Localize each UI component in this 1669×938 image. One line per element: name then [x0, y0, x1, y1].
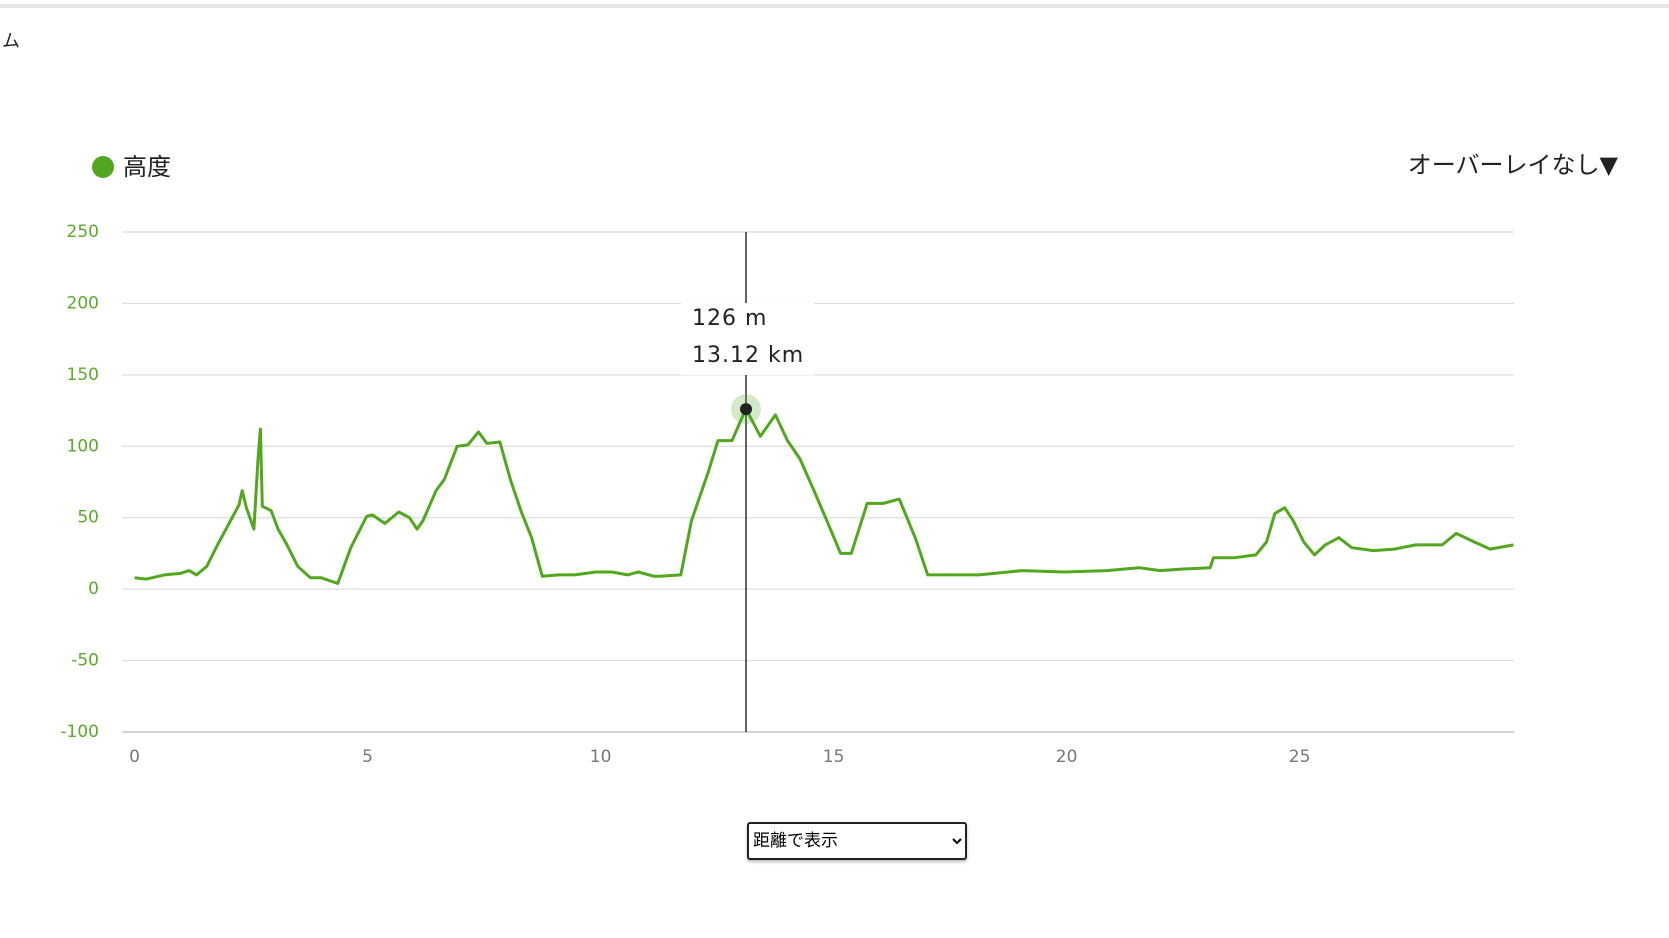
x-tick-label: 15: [823, 747, 845, 767]
y-tick-label: 50: [77, 508, 99, 528]
y-tick-label: 200: [67, 293, 99, 313]
axis-mode-select[interactable]: 距離で表示: [747, 822, 967, 860]
header-text: ム: [2, 31, 20, 52]
legend-label: 高度: [123, 153, 171, 181]
y-tick-label: -50: [71, 651, 99, 671]
y-tick-label: 0: [88, 579, 99, 599]
x-tick-label: 20: [1056, 747, 1078, 767]
x-tick-label: 0: [129, 747, 140, 767]
tooltip-distance: 13.12 km: [692, 343, 804, 368]
y-tick-label: 150: [67, 365, 99, 385]
tooltip-value: 126 m: [692, 306, 767, 331]
y-tick-label: 250: [67, 222, 99, 242]
y-tick-label: -100: [60, 722, 99, 742]
x-tick-label: 25: [1289, 747, 1311, 767]
x-tick-label: 5: [362, 747, 373, 767]
tooltip-box: [681, 303, 814, 375]
hover-point: [740, 403, 752, 416]
legend-dot: [92, 156, 114, 178]
overlay-menu[interactable]: オーバーレイなし▼: [1408, 151, 1619, 179]
top-bar: [0, 4, 1669, 8]
x-tick-label: 10: [590, 747, 612, 767]
elevation-line: [134, 407, 1514, 585]
y-tick-label: 100: [67, 436, 99, 456]
